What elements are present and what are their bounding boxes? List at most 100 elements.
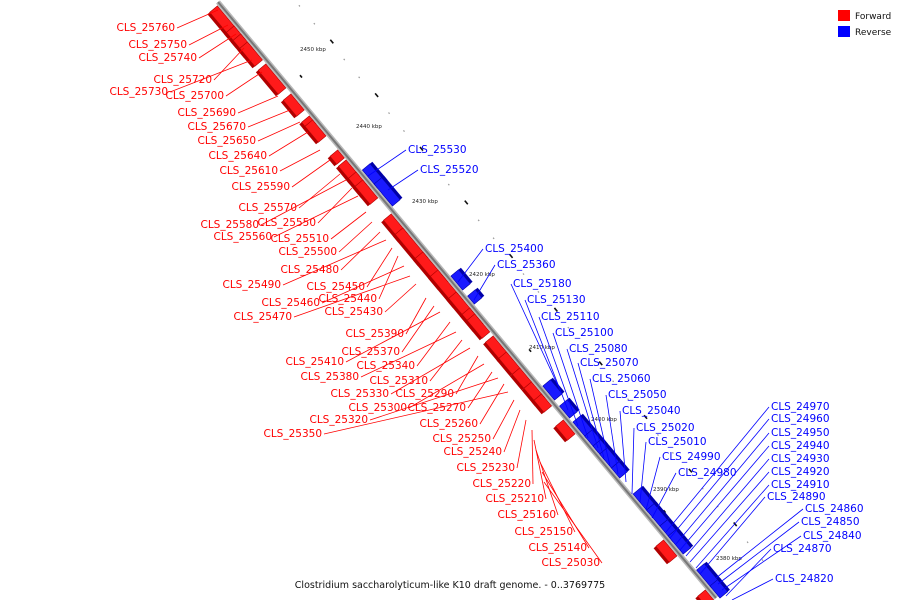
ruler-tick <box>657 433 659 436</box>
forward-leader-line <box>257 121 301 142</box>
ruler-tick <box>298 4 301 7</box>
forward-leader-line <box>317 187 353 224</box>
reverse-leader-line <box>715 508 804 579</box>
gene-label: CLS_25030 <box>542 557 601 569</box>
forward-leader-line <box>279 149 321 172</box>
forward-leader-line <box>345 311 441 363</box>
reverse-gene-block-shade <box>550 377 565 394</box>
reverse-leader-line <box>665 406 770 533</box>
forward-gene-block-shade <box>553 426 568 443</box>
gene-label: CLS_25590 <box>232 181 291 193</box>
reverse-leader-line <box>675 432 770 545</box>
label-layer: CLS_25760CLS_25750CLS_25740CLS_25720CLS_… <box>110 9 864 601</box>
ruler-tick <box>627 398 630 401</box>
ruler-tick <box>553 307 559 313</box>
gene-label: CLS_25350 <box>264 428 323 440</box>
gene-label: CLS_25670 <box>188 121 247 133</box>
forward-leader-line <box>237 95 279 114</box>
reverse-leader-line <box>367 149 407 177</box>
forward-leader-line <box>467 371 493 409</box>
forward-gene-block-shade <box>392 234 421 267</box>
ruler-tick <box>403 130 405 132</box>
forward-leader-line <box>408 363 485 409</box>
forward-leader-line <box>378 255 399 300</box>
tick-label: 2400 kbp <box>591 417 617 423</box>
ruler-tick <box>612 380 615 383</box>
gene-label: CLS_25100 <box>555 327 614 339</box>
reverse-leader-line <box>645 456 661 511</box>
gene-label: CLS_25490 <box>223 279 282 291</box>
gene-label: CLS_25130 <box>527 294 586 306</box>
ruler-tick <box>343 58 346 61</box>
ruler-tick <box>567 326 570 329</box>
reverse-leader-line <box>695 484 770 569</box>
gene-label: CLS_25700 <box>166 90 225 102</box>
ruler-tick <box>761 559 764 562</box>
gene-label: CLS_24890 <box>767 491 826 503</box>
gene-label: CLS_25450 <box>307 281 366 293</box>
forward-leader-line <box>541 471 590 549</box>
forward-leader-line <box>338 221 373 253</box>
ruler-tick <box>464 200 469 205</box>
gene-label: CLS_25570 <box>239 202 298 214</box>
legend-reverse-label: Reverse <box>855 28 892 38</box>
reverse-leader-line <box>387 169 419 191</box>
forward-leader-line <box>213 47 245 81</box>
forward-leader-line <box>401 305 435 353</box>
forward-gene-block-shade <box>255 70 279 97</box>
gene-label: CLS_25580 <box>201 219 260 231</box>
gene-label: CLS_25050 <box>608 389 667 401</box>
gene-label: CLS_24840 <box>803 530 862 542</box>
reverse-leader-line <box>721 535 802 591</box>
ruler-tick <box>537 290 540 293</box>
forward-gene-block-shade <box>653 546 670 565</box>
ruler-tick <box>688 468 693 473</box>
reverse-leader-line <box>679 445 770 551</box>
ruler-tick <box>492 237 495 240</box>
gene-label: CLS_24940 <box>771 440 830 452</box>
forward-leader-line <box>298 173 341 209</box>
reverse-leader-line <box>605 394 619 475</box>
reverse-leader-line <box>689 471 770 563</box>
gene-label: CLS_25740 <box>139 52 198 64</box>
reverse-gene-block-shade <box>717 577 730 592</box>
legend-reverse-swatch <box>838 26 850 37</box>
reverse-gene-block-shade <box>567 397 580 412</box>
ruler-tick <box>643 414 648 420</box>
reverse-leader-line <box>731 578 774 601</box>
reverse-leader-line <box>524 299 569 411</box>
reverse-leader-line <box>725 548 772 597</box>
forward-gene-block-shade <box>280 100 297 119</box>
gene-label: CLS_25250 <box>433 433 492 445</box>
reverse-leader-line <box>457 248 484 283</box>
reverse-leader-line <box>619 410 627 483</box>
forward-gene-block-shade <box>531 400 544 415</box>
gene-label: CLS_25060 <box>592 373 651 385</box>
tick-label: 2450 kbp <box>300 47 326 53</box>
forward-leader-line <box>273 195 359 238</box>
forward-leader-line <box>360 331 457 378</box>
reverse-leader-line <box>699 496 766 575</box>
forward-leader-line <box>535 449 559 516</box>
gene-label: CLS_25400 <box>485 243 544 255</box>
gene-label: CLS_25160 <box>498 509 557 521</box>
ruler-tick <box>508 253 514 259</box>
reverse-leader-line <box>631 427 635 495</box>
reverse-gene-block-shade <box>675 527 694 548</box>
gene-label: CLS_25080 <box>569 343 628 355</box>
gene-label: CLS_25040 <box>622 405 681 417</box>
forward-gene-block-shade <box>509 374 524 391</box>
gene-label: CLS_25210 <box>486 493 545 505</box>
gene-label: CLS_24820 <box>775 573 834 585</box>
backbone-marker <box>528 348 532 353</box>
legend-forward-label: Forward <box>855 12 891 22</box>
forward-leader-line <box>268 131 309 157</box>
reverse-leader-line <box>510 283 561 391</box>
gene-label: CLS_24910 <box>771 479 830 491</box>
reverse-gene-block-shade <box>580 413 597 432</box>
gene-label: CLS_25550 <box>258 217 317 229</box>
reverse-leader-line <box>651 472 677 519</box>
ruler-tick <box>598 361 603 366</box>
gene-label: CLS_25180 <box>513 278 572 290</box>
gene-label: CLS_25690 <box>178 107 237 119</box>
